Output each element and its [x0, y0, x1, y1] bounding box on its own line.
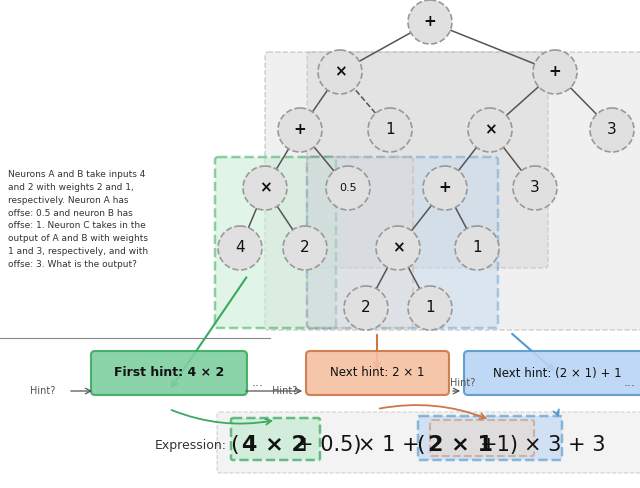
Text: +: +	[424, 15, 436, 29]
Text: (: (	[230, 435, 239, 455]
Text: 3: 3	[607, 122, 617, 138]
Text: +: +	[548, 64, 561, 80]
Text: 1: 1	[385, 122, 395, 138]
Text: × 1 +: × 1 +	[358, 435, 420, 455]
Circle shape	[468, 108, 512, 152]
Text: Next hint: 2 × 1: Next hint: 2 × 1	[330, 366, 425, 380]
Circle shape	[455, 226, 499, 270]
Text: Expression:: Expression:	[155, 439, 227, 451]
Circle shape	[513, 166, 557, 210]
Text: ...: ...	[624, 377, 636, 389]
Text: 4 × 2: 4 × 2	[242, 435, 307, 455]
Text: 1: 1	[425, 301, 435, 316]
FancyBboxPatch shape	[307, 52, 548, 268]
Text: 0.5: 0.5	[339, 183, 357, 193]
Text: Next hint: (2 × 1) + 1: Next hint: (2 × 1) + 1	[493, 366, 621, 380]
FancyBboxPatch shape	[91, 351, 247, 395]
FancyBboxPatch shape	[265, 52, 640, 330]
Circle shape	[368, 108, 412, 152]
Text: × 3 + 3: × 3 + 3	[524, 435, 605, 455]
Circle shape	[326, 166, 370, 210]
Text: +: +	[438, 181, 451, 196]
Text: ×: ×	[259, 181, 271, 196]
FancyBboxPatch shape	[215, 157, 336, 328]
Text: 2: 2	[361, 301, 371, 316]
Circle shape	[278, 108, 322, 152]
Circle shape	[408, 286, 452, 330]
Text: +: +	[294, 122, 307, 138]
Circle shape	[318, 50, 362, 94]
Circle shape	[590, 108, 634, 152]
Text: Hint?: Hint?	[272, 386, 298, 396]
Text: 2: 2	[300, 241, 310, 256]
Text: ×: ×	[333, 64, 346, 80]
Text: (: (	[416, 435, 424, 455]
FancyBboxPatch shape	[306, 351, 449, 395]
Text: 4: 4	[235, 241, 245, 256]
FancyBboxPatch shape	[231, 418, 320, 460]
Text: 1: 1	[472, 241, 482, 256]
Circle shape	[218, 226, 262, 270]
FancyBboxPatch shape	[307, 157, 498, 328]
FancyBboxPatch shape	[418, 416, 562, 460]
Circle shape	[533, 50, 577, 94]
Text: ×: ×	[484, 122, 497, 138]
FancyBboxPatch shape	[307, 157, 413, 328]
Text: Neurons A and B take inputs 4
and 2 with weights 2 and 1,
respectively. Neuron A: Neurons A and B take inputs 4 and 2 with…	[8, 170, 148, 269]
Circle shape	[376, 226, 420, 270]
FancyBboxPatch shape	[217, 412, 640, 473]
Circle shape	[283, 226, 327, 270]
Text: +1): +1)	[480, 435, 519, 455]
Text: First hint: 4 × 2: First hint: 4 × 2	[114, 366, 224, 380]
Text: Hint?: Hint?	[30, 386, 56, 396]
Text: ...: ...	[252, 377, 264, 389]
Circle shape	[423, 166, 467, 210]
FancyBboxPatch shape	[464, 351, 640, 395]
Text: + 0.5): + 0.5)	[296, 435, 362, 455]
Text: ×: ×	[392, 241, 404, 256]
Text: 3: 3	[530, 181, 540, 196]
FancyBboxPatch shape	[430, 420, 534, 456]
Circle shape	[243, 166, 287, 210]
Text: Hint?: Hint?	[450, 378, 476, 388]
Text: 2 × 1: 2 × 1	[428, 435, 493, 455]
Circle shape	[344, 286, 388, 330]
Circle shape	[408, 0, 452, 44]
